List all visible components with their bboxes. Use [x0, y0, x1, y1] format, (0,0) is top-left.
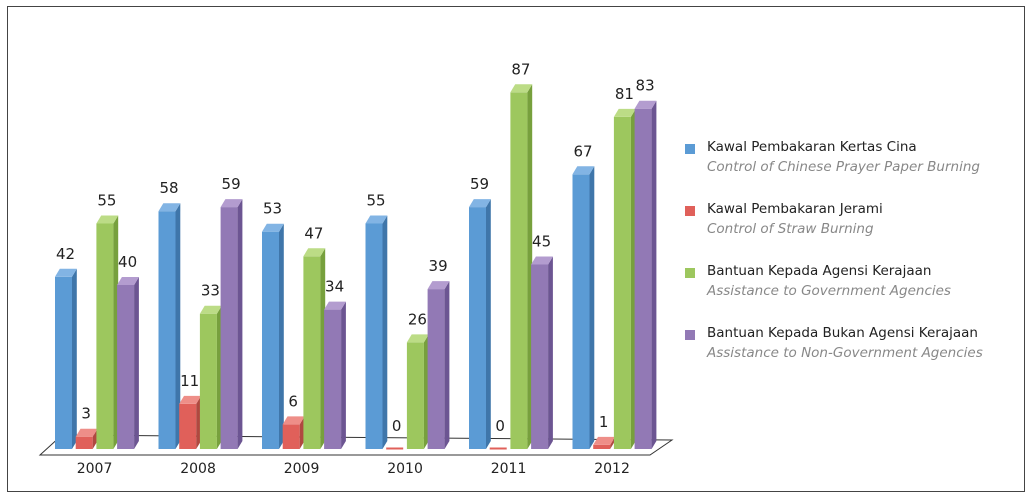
data-label-2007-series-2: 55	[97, 192, 116, 210]
bar-2011-series-1	[489, 447, 507, 450]
data-label-2010-series-0: 55	[366, 192, 385, 210]
data-label-2011-series-0: 59	[470, 175, 489, 193]
bar-2009-series-0	[262, 223, 284, 449]
bar-2010-series-1	[386, 447, 404, 450]
legend-sublabel-2: Assistance to Government Agencies	[707, 283, 951, 299]
bar-2008-series-1	[179, 395, 201, 449]
bar-2007-series-3	[117, 277, 139, 449]
data-label-2011-series-3: 45	[532, 233, 551, 251]
legend: Kawal Pembakaran Kertas Cina Control of …	[685, 139, 1030, 387]
bar-2012-series-0	[572, 166, 595, 450]
bar-2008-series-0	[158, 203, 181, 449]
data-label-2008-series-0: 58	[159, 179, 178, 197]
legend-item-3: Bantuan Kepada Bukan Agensi Kerajaan Ass…	[685, 325, 1030, 387]
x-tick-label-2012: 2012	[594, 461, 630, 477]
data-label-2011-series-1: 0	[495, 417, 505, 435]
legend-swatch-1	[685, 206, 695, 216]
bar-2007-series-0	[55, 268, 77, 449]
bar-2011-series-2	[510, 84, 533, 450]
bar-2008-series-3	[220, 199, 243, 449]
data-label-2011-series-2: 87	[511, 60, 530, 78]
bar-2010-series-0	[365, 215, 388, 449]
data-label-2009-series-2: 47	[304, 224, 323, 242]
legend-item-2: Bantuan Kepada Agensi Kerajaan Assistanc…	[685, 263, 1030, 325]
data-label-2008-series-2: 33	[201, 282, 220, 300]
x-tick-label-2010: 2010	[387, 461, 423, 477]
bar-2011-series-0	[469, 199, 491, 449]
bar-2012-series-2	[613, 108, 636, 450]
bar-2012-series-3	[634, 100, 657, 449]
bar-2007-series-2	[96, 215, 119, 449]
bar-2010-series-3	[427, 281, 450, 449]
x-tick-label-2011: 2011	[491, 461, 527, 477]
legend-label-0: Kawal Pembakaran Kertas Cina	[707, 139, 917, 155]
legend-swatch-0	[685, 144, 695, 154]
data-label-2009-series-0: 53	[263, 200, 282, 218]
legend-sublabel-0: Control of Chinese Prayer Paper Burning	[707, 159, 980, 175]
data-label-2010-series-1: 0	[392, 417, 402, 435]
x-tick-label-2009: 2009	[284, 461, 320, 477]
legend-item-1: Kawal Pembakaran Jerami Control of Straw…	[685, 201, 1030, 263]
data-label-2007-series-1: 3	[81, 405, 91, 423]
data-label-2012-series-3: 83	[636, 77, 655, 95]
chart-floor	[38, 434, 674, 456]
x-tick-label-2007: 2007	[77, 461, 113, 477]
x-tick-label-2008: 2008	[180, 461, 216, 477]
bar-2012-series-1	[593, 436, 615, 449]
bar-2009-series-1	[282, 416, 305, 449]
data-label-2010-series-3: 39	[429, 257, 448, 275]
legend-label-3: Bantuan Kepada Bukan Agensi Kerajaan	[707, 325, 978, 341]
legend-swatch-2	[685, 268, 695, 278]
data-label-2008-series-3: 59	[222, 175, 241, 193]
legend-sublabel-1: Control of Straw Burning	[707, 221, 874, 237]
bar-2007-series-1	[75, 428, 98, 449]
bar-2008-series-2	[199, 305, 222, 449]
bar-2009-series-2	[303, 248, 326, 449]
bar-2009-series-3	[324, 301, 346, 449]
data-label-2008-series-1: 11	[180, 372, 199, 390]
bar-2010-series-2	[406, 334, 429, 449]
bar-2011-series-3	[531, 256, 553, 449]
data-label-2009-series-3: 34	[325, 278, 344, 296]
legend-label-1: Kawal Pembakaran Jerami	[707, 201, 883, 217]
data-label-2012-series-1: 1	[599, 413, 609, 431]
data-label-2009-series-1: 6	[288, 392, 298, 410]
legend-sublabel-3: Assistance to Non-Government Agencies	[707, 345, 983, 361]
legend-swatch-3	[685, 330, 695, 340]
data-label-2012-series-2: 81	[615, 85, 634, 103]
legend-item-0: Kawal Pembakaran Kertas Cina Control of …	[685, 139, 1030, 201]
data-label-2010-series-2: 26	[408, 310, 427, 328]
data-label-2007-series-3: 40	[118, 253, 137, 271]
legend-label-2: Bantuan Kepada Agensi Kerajaan	[707, 263, 932, 279]
data-label-2007-series-0: 42	[56, 245, 75, 263]
data-label-2012-series-0: 67	[573, 142, 592, 160]
